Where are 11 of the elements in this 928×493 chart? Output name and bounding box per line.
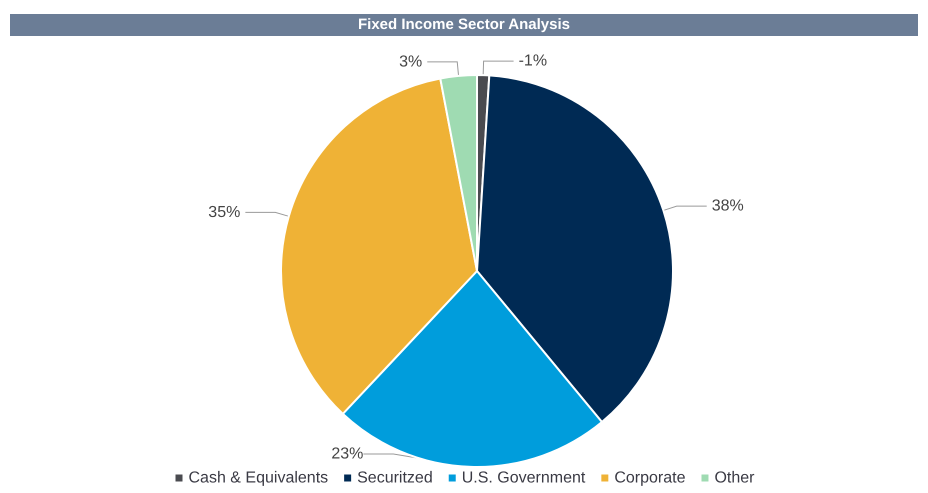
- data-label: 3%: [399, 53, 422, 70]
- data-label: 35%: [208, 204, 240, 221]
- legend-label: Cash & Equivalents: [188, 470, 328, 486]
- text: -1%: [518, 52, 548, 70]
- legend-label: Corporate: [614, 470, 686, 486]
- data-label: 38%: [712, 198, 744, 215]
- chart-title: Fixed Income Sector Analysis: [10, 14, 918, 36]
- data-label: 23%: [331, 446, 364, 462]
- legend-label: U.S. Government: [462, 470, 586, 486]
- legend-label: Other: [714, 470, 756, 486]
- legend-label: Securitzed: [357, 470, 433, 486]
